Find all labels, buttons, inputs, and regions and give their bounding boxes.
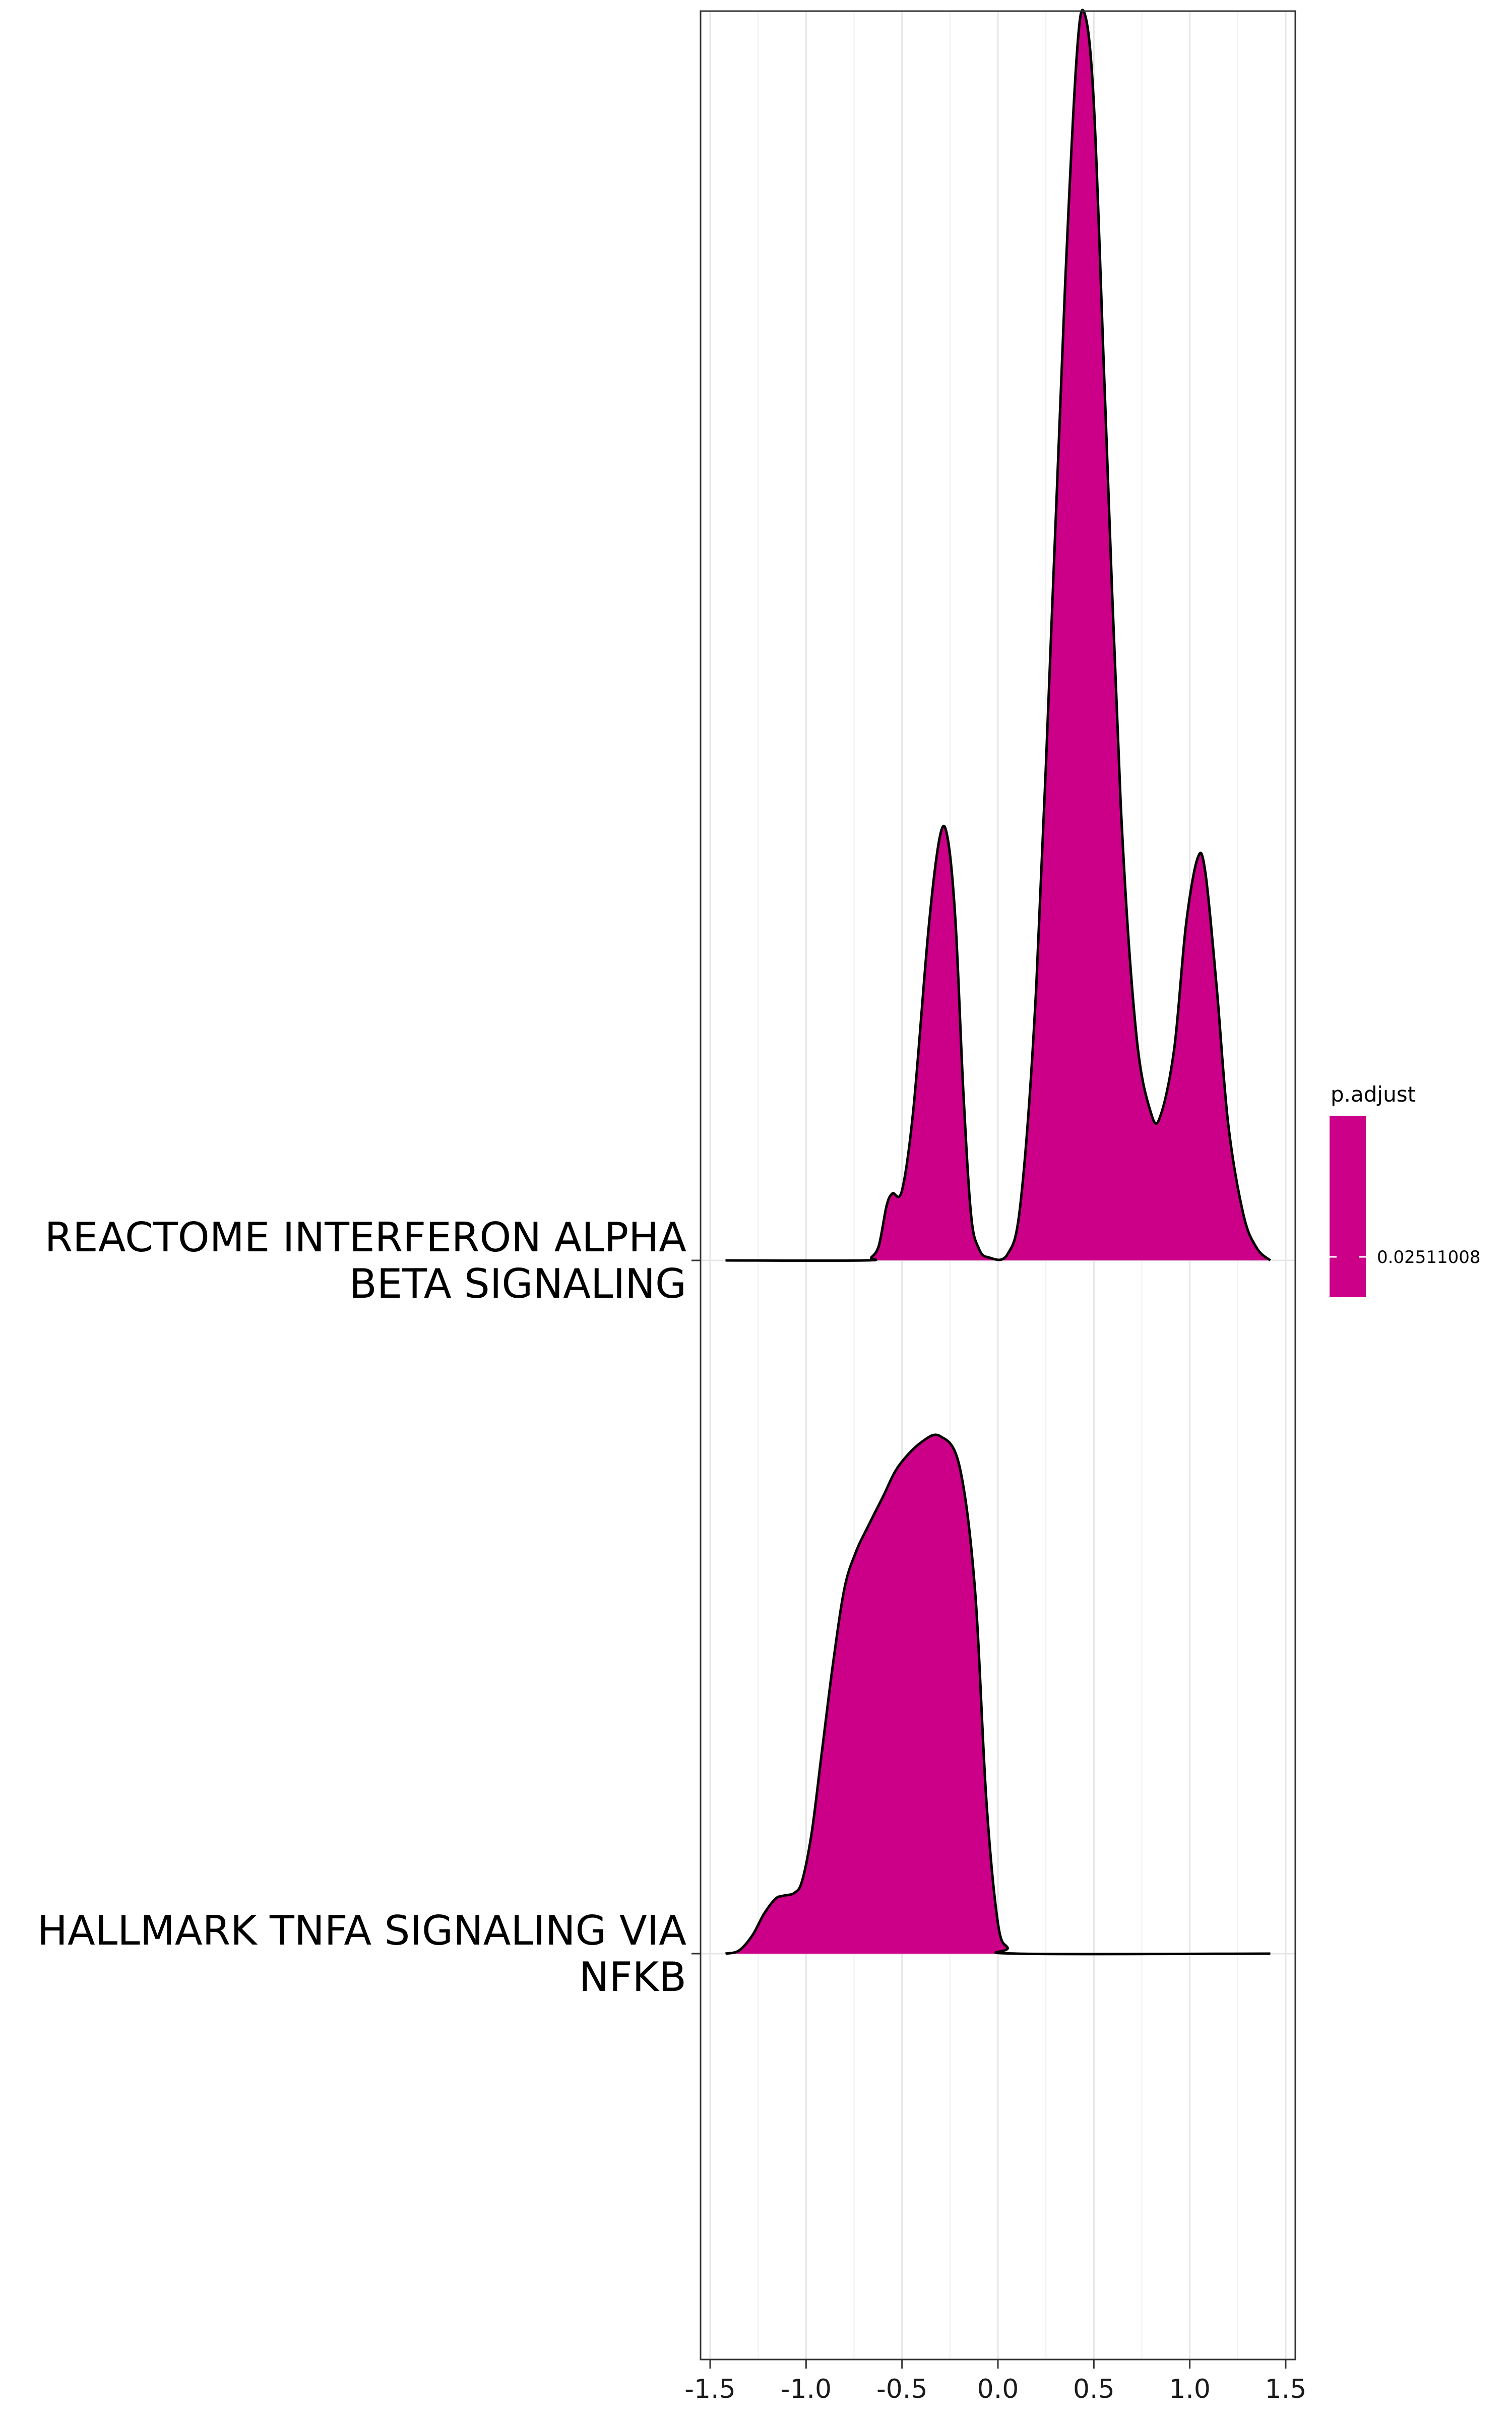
ridge-outline (725, 9, 1272, 1262)
x-tick-label: 0.5 (1073, 2374, 1115, 2404)
ridge-outline (725, 1433, 1271, 1956)
x-tick-label: -1.0 (781, 2374, 832, 2404)
legend-label: 0.02511008 (1377, 1247, 1481, 1267)
y-category-label-line: REACTOME INTERFERON ALPHA (45, 1214, 687, 1261)
ridge-fill (725, 10, 1271, 1261)
x-tick-label: 1.0 (1169, 2374, 1211, 2404)
y-category-label-line: NFKB (579, 1954, 686, 2001)
y-category-label-line: HALLMARK TNFA SIGNALING VIA (37, 1907, 686, 1954)
x-tick-label: 0.0 (977, 2374, 1019, 2404)
legend-title: p.adjust (1331, 1082, 1416, 1107)
x-axis: -1.5 -1.0 -0.5 0.0 0.5 1.0 1.5 (684, 2360, 1306, 2404)
y-category-label-line: BETA SIGNALING (349, 1260, 686, 1307)
x-tick-label: -1.5 (684, 2374, 735, 2404)
legend-color-bar (1330, 1116, 1366, 1297)
y-category-label: HALLMARK TNFA SIGNALING VIA NFKB (37, 1907, 686, 2001)
y-axis: HALLMARK TNFA SIGNALING VIA NFKB REACTOME … (37, 1214, 701, 2001)
ridge-fill (725, 1434, 1271, 1954)
ridges (725, 9, 1272, 1956)
legend: p.adjust 0.02511008 (1330, 1082, 1481, 1297)
y-category-label: REACTOME INTERFERON ALPHA BETA SIGNALING (45, 1214, 687, 1307)
x-tick-label: -0.5 (876, 2374, 927, 2404)
x-tick-label: 1.5 (1265, 2374, 1307, 2404)
